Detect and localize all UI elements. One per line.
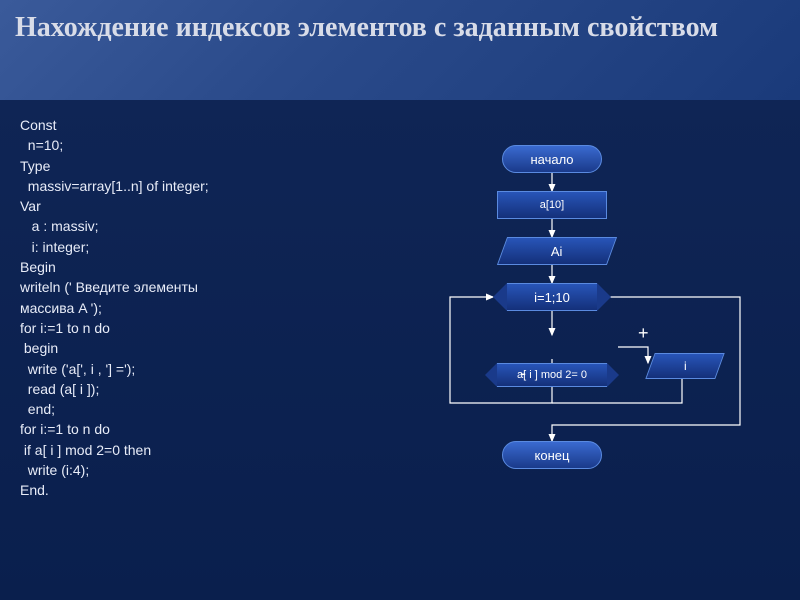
flow-end: конец <box>502 441 602 469</box>
code-line: write (i:4); <box>20 460 209 480</box>
branch-plus: + <box>638 323 649 344</box>
code-line: begin <box>20 338 209 358</box>
code-line: if a[ i ] mod 2=0 then <box>20 440 209 460</box>
header: Нахождение индексов элементов с заданным… <box>0 0 800 100</box>
flow-init-label: a[10] <box>540 199 564 211</box>
code-line: Begin <box>20 257 209 277</box>
code-line: i: integer; <box>20 237 209 257</box>
flowchart: начало a[10] Ai i=1;10 a[ i ] mod 2= 0 i… <box>390 145 780 565</box>
flow-loop-label: i=1;10 <box>534 290 570 305</box>
code-block: Const n=10; Type massiv=array[1..n] of i… <box>20 115 209 501</box>
flow-output-label: i <box>684 359 687 373</box>
flow-input: Ai <box>497 237 617 265</box>
code-line: массива A '); <box>20 298 209 318</box>
code-line: End. <box>20 480 209 500</box>
code-line: Var <box>20 196 209 216</box>
code-line: writeln (' Введите элементы <box>20 277 209 297</box>
code-line: massiv=array[1..n] of integer; <box>20 176 209 196</box>
flow-start: начало <box>502 145 602 173</box>
flow-start-label: начало <box>530 152 573 167</box>
code-line: Const <box>20 115 209 135</box>
flow-loop: i=1;10 <box>507 283 597 311</box>
flow-init: a[10] <box>497 191 607 219</box>
code-line: for i:=1 to n do <box>20 419 209 439</box>
branch-minus: - <box>520 363 526 384</box>
flow-cond: a[ i ] mod 2= 0 <box>497 363 607 387</box>
flow-end-label: конец <box>535 448 570 463</box>
body-area: Const n=10; Type massiv=array[1..n] of i… <box>0 100 800 600</box>
code-line: n=10; <box>20 135 209 155</box>
flow-cond-label: a[ i ] mod 2= 0 <box>517 369 587 381</box>
code-line: end; <box>20 399 209 419</box>
flow-input-label: Ai <box>551 244 563 259</box>
code-line: read (a[ i ]); <box>20 379 209 399</box>
code-line: write ('a[', i , '] ='); <box>20 359 209 379</box>
code-line: for i:=1 to n do <box>20 318 209 338</box>
code-line: a : massiv; <box>20 216 209 236</box>
page-title: Нахождение индексов элементов с заданным… <box>15 10 785 46</box>
flow-output: i <box>645 353 724 379</box>
code-line: Type <box>20 156 209 176</box>
